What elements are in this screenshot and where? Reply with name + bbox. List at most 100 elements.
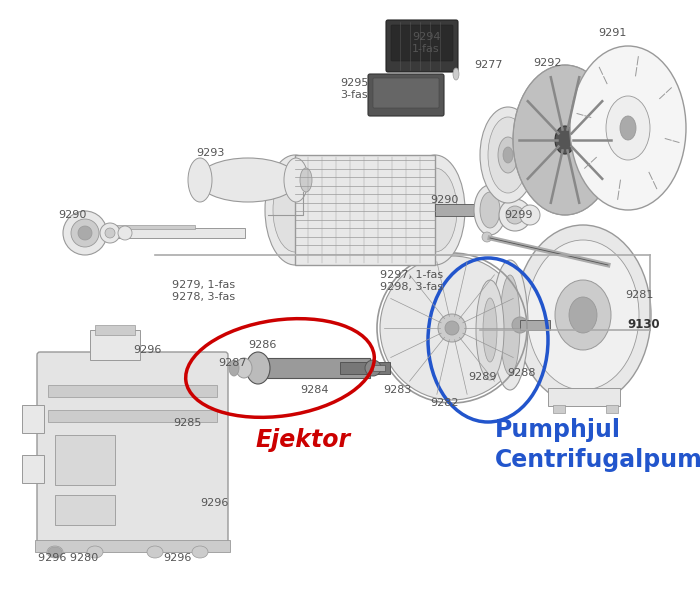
Text: 9287: 9287 (218, 358, 246, 368)
Text: 9281: 9281 (625, 290, 653, 300)
Ellipse shape (48, 547, 62, 557)
Ellipse shape (445, 321, 459, 335)
Text: 9290: 9290 (430, 195, 459, 205)
Ellipse shape (47, 546, 63, 558)
Ellipse shape (87, 546, 103, 558)
Bar (48, 385, 217, 397)
Ellipse shape (105, 228, 115, 238)
Ellipse shape (606, 96, 650, 160)
Ellipse shape (413, 168, 457, 252)
Ellipse shape (365, 360, 381, 376)
Ellipse shape (488, 117, 528, 193)
Text: 9292: 9292 (533, 58, 561, 68)
Text: 9285: 9285 (173, 418, 202, 428)
Ellipse shape (300, 168, 312, 192)
Bar (55, 495, 115, 525)
Bar (520, 320, 550, 330)
Ellipse shape (620, 116, 636, 140)
Text: Ejektor: Ejektor (255, 428, 350, 452)
Ellipse shape (527, 240, 639, 390)
Text: Centrifugalpump: Centrifugalpump (495, 448, 700, 472)
Text: 9277: 9277 (474, 60, 503, 70)
Ellipse shape (515, 225, 651, 405)
Text: 9295
3-fas: 9295 3-fas (340, 78, 368, 100)
Text: 9284: 9284 (300, 385, 328, 395)
Bar (373, 365, 385, 371)
Text: 9293: 9293 (196, 148, 225, 158)
Text: 9289: 9289 (468, 372, 496, 382)
Ellipse shape (499, 199, 531, 231)
Text: 9296: 9296 (163, 553, 191, 563)
Ellipse shape (192, 546, 208, 558)
Text: 9299: 9299 (504, 210, 533, 220)
Text: 9296: 9296 (200, 498, 228, 508)
Ellipse shape (492, 260, 528, 390)
Bar (22, 405, 44, 433)
Bar (85, 228, 245, 238)
Ellipse shape (482, 232, 492, 242)
Ellipse shape (480, 107, 536, 203)
Ellipse shape (555, 126, 575, 154)
Text: 9130: 9130 (627, 318, 659, 331)
Text: 9296 9280: 9296 9280 (38, 553, 98, 563)
Bar (553, 405, 565, 413)
FancyBboxPatch shape (391, 25, 453, 61)
Text: 9279, 1-fas
9278, 3-fas: 9279, 1-fas 9278, 3-fas (172, 280, 235, 302)
Ellipse shape (483, 298, 497, 362)
Bar (548, 388, 620, 406)
Bar (48, 410, 217, 422)
Text: 9288: 9288 (507, 368, 536, 378)
Text: 9286: 9286 (248, 340, 276, 350)
FancyBboxPatch shape (37, 352, 228, 543)
Ellipse shape (71, 219, 99, 247)
Ellipse shape (246, 352, 270, 384)
Ellipse shape (100, 223, 120, 243)
Bar (55, 435, 115, 485)
Ellipse shape (512, 317, 528, 333)
Ellipse shape (265, 155, 325, 265)
Ellipse shape (500, 275, 520, 375)
Ellipse shape (476, 280, 504, 380)
Ellipse shape (198, 158, 298, 202)
Text: 9290: 9290 (58, 210, 86, 220)
FancyBboxPatch shape (373, 78, 439, 108)
Text: 9283: 9283 (383, 385, 412, 395)
Ellipse shape (513, 65, 617, 215)
Ellipse shape (569, 297, 597, 333)
Bar (340, 362, 390, 374)
Ellipse shape (498, 137, 518, 173)
Ellipse shape (453, 68, 459, 80)
Ellipse shape (63, 211, 107, 255)
Ellipse shape (229, 360, 239, 376)
Ellipse shape (503, 147, 513, 163)
Bar (295, 155, 435, 265)
Bar (606, 405, 618, 413)
FancyBboxPatch shape (368, 74, 444, 116)
Ellipse shape (380, 256, 524, 400)
Bar (260, 358, 370, 378)
Bar (90, 330, 140, 360)
Bar (435, 204, 490, 216)
Ellipse shape (273, 168, 317, 252)
Ellipse shape (520, 205, 540, 225)
Bar (35, 540, 230, 552)
Ellipse shape (555, 280, 611, 350)
Text: Pumphjul: Pumphjul (495, 418, 621, 442)
Ellipse shape (480, 192, 500, 228)
Bar (22, 455, 44, 483)
Ellipse shape (474, 185, 506, 235)
Text: 9294
1-fas: 9294 1-fas (412, 32, 440, 53)
Ellipse shape (405, 155, 465, 265)
Ellipse shape (188, 158, 212, 202)
Ellipse shape (118, 226, 132, 240)
Ellipse shape (284, 158, 308, 202)
Ellipse shape (78, 226, 92, 240)
Ellipse shape (438, 314, 466, 342)
Text: 9282: 9282 (430, 398, 459, 408)
Ellipse shape (570, 46, 686, 210)
FancyBboxPatch shape (386, 20, 458, 72)
Ellipse shape (506, 206, 524, 224)
Bar (95, 325, 135, 335)
Text: 9291: 9291 (598, 28, 626, 38)
Ellipse shape (236, 358, 252, 378)
